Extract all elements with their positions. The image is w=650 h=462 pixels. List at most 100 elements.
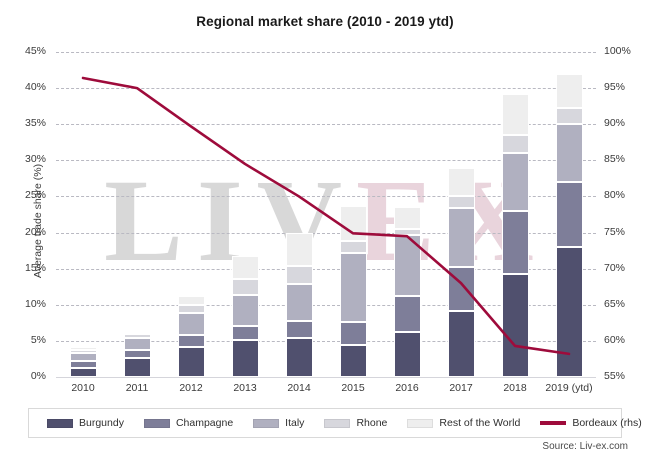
bar-stack[interactable] bbox=[339, 205, 367, 377]
legend-item-bordeaux-rhs[interactable]: Bordeaux (rhs) bbox=[540, 417, 642, 429]
legend-item-rest-of-the-world[interactable]: Rest of the World bbox=[407, 417, 520, 429]
bar-segment-rhone[interactable] bbox=[555, 107, 583, 125]
legend-label: Bordeaux (rhs) bbox=[572, 417, 642, 429]
bar-stack[interactable] bbox=[69, 347, 97, 377]
x-axis-tick-label: 2016 bbox=[395, 382, 419, 394]
gridline bbox=[56, 304, 596, 306]
y-axis-left-tick-label: 10% bbox=[24, 297, 46, 310]
bar-segment-italy[interactable] bbox=[339, 252, 367, 323]
bordeaux-line-series bbox=[81, 76, 571, 356]
gridline bbox=[56, 52, 596, 53]
bar-stack[interactable] bbox=[501, 93, 529, 377]
bar-segment-rhone[interactable] bbox=[447, 196, 475, 208]
x-axis-tick-label: 2018 bbox=[503, 382, 527, 394]
bar-segment-burgundy[interactable] bbox=[285, 338, 313, 377]
bar-segment-rest-of-the-world[interactable] bbox=[447, 168, 475, 197]
chart-title: Regional market share (2010 - 2019 ytd) bbox=[196, 14, 454, 29]
gridline bbox=[56, 340, 596, 342]
gridline bbox=[56, 124, 596, 126]
bar-segment-italy[interactable] bbox=[555, 124, 583, 182]
bar-segment-italy[interactable] bbox=[285, 283, 313, 322]
y-axis-right-tick-label: 90% bbox=[604, 117, 626, 130]
y-axis-left-title: Average trade share (%) bbox=[32, 163, 44, 279]
x-axis-tick-label: 2013 bbox=[233, 382, 257, 394]
y-axis-right-tick-label: 75% bbox=[604, 225, 626, 238]
bar-stack[interactable] bbox=[177, 296, 205, 377]
y-axis-right-tick-label: 95% bbox=[604, 81, 626, 94]
bar-segment-rest-of-the-world[interactable] bbox=[339, 205, 367, 242]
x-axis-tick-label: 2014 bbox=[287, 382, 311, 394]
bar-segment-champagne[interactable] bbox=[231, 325, 259, 341]
bar-segment-rest-of-the-world[interactable] bbox=[231, 256, 259, 279]
bar-segment-champagne[interactable] bbox=[123, 349, 151, 359]
legend-item-italy[interactable]: Italy bbox=[253, 417, 304, 429]
bar-segment-champagne[interactable] bbox=[393, 296, 421, 333]
x-axis-tick-label: 2011 bbox=[125, 382, 149, 394]
x-axis-tick-label: 2010 bbox=[71, 382, 95, 394]
y-axis-left-tick-label: 40% bbox=[24, 81, 46, 94]
bar-segment-champagne[interactable] bbox=[285, 321, 313, 338]
chart-legend: Burgundy Champagne Italy Rhone Rest of the W… bbox=[28, 408, 642, 438]
y-axis-left-tick-label: 15% bbox=[24, 261, 46, 274]
bar-segment-rhone[interactable] bbox=[177, 304, 205, 314]
bar-segment-rhone[interactable] bbox=[285, 265, 313, 284]
bar-segment-champagne[interactable] bbox=[69, 361, 97, 369]
bar-segment-burgundy[interactable] bbox=[447, 310, 475, 377]
bar-segment-champagne[interactable] bbox=[339, 322, 367, 345]
bar-segment-italy[interactable] bbox=[123, 338, 151, 350]
bar-segment-burgundy[interactable] bbox=[501, 273, 529, 377]
y-axis-left-tick-label: 45% bbox=[24, 45, 46, 57]
y-axis-right-tick-label: 55% bbox=[604, 370, 626, 382]
bar-segment-rhone[interactable] bbox=[339, 241, 367, 253]
bar-segment-champagne[interactable] bbox=[555, 182, 583, 247]
y-axis-right-tick-label: 65% bbox=[604, 297, 626, 310]
legend-label: Italy bbox=[285, 417, 305, 429]
bar-stack[interactable] bbox=[555, 73, 583, 377]
bar-segment-rest-of-the-world[interactable] bbox=[123, 332, 151, 335]
bar-segment-rhone[interactable] bbox=[501, 135, 529, 154]
source-caption: Source: Liv-ex.com bbox=[542, 441, 628, 452]
x-axis-tick-label: 2017 bbox=[449, 382, 473, 394]
bar-segment-burgundy[interactable] bbox=[339, 344, 367, 377]
bar-segment-rest-of-the-world[interactable] bbox=[69, 347, 97, 351]
bar-segment-italy[interactable] bbox=[447, 208, 475, 267]
bar-stack[interactable] bbox=[393, 206, 421, 377]
bar-segment-burgundy[interactable] bbox=[393, 332, 421, 377]
bar-stack[interactable] bbox=[285, 232, 313, 377]
bar-segment-burgundy[interactable] bbox=[123, 358, 151, 377]
bar-segment-burgundy[interactable] bbox=[69, 368, 97, 377]
legend-item-rhone[interactable]: Rhone bbox=[324, 417, 387, 429]
bar-segment-champagne[interactable] bbox=[177, 335, 205, 347]
bar-segment-burgundy[interactable] bbox=[177, 346, 205, 377]
legend-item-burgundy[interactable]: Burgundy bbox=[47, 417, 124, 429]
bar-segment-rhone[interactable] bbox=[123, 334, 151, 338]
x-axis-tick-label: 2012 bbox=[179, 382, 203, 394]
bar-stack[interactable] bbox=[231, 256, 259, 377]
bar-segment-rhone[interactable] bbox=[231, 278, 259, 295]
bar-segment-rest-of-the-world[interactable] bbox=[393, 206, 421, 229]
gridline bbox=[56, 232, 596, 234]
bar-segment-italy[interactable] bbox=[501, 153, 529, 211]
gridline bbox=[56, 160, 596, 162]
bar-segment-italy[interactable] bbox=[177, 313, 205, 336]
bar-segment-champagne[interactable] bbox=[501, 210, 529, 274]
bar-stack[interactable] bbox=[123, 332, 151, 377]
bar-segment-rest-of-the-world[interactable] bbox=[177, 296, 205, 305]
x-axis-tick-label: 2019 (ytd) bbox=[545, 382, 593, 394]
y-axis-left-tick-label: 20% bbox=[24, 225, 46, 238]
gridline bbox=[56, 196, 596, 198]
bordeaux-line-path bbox=[81, 76, 571, 356]
legend-label: Rhone bbox=[356, 417, 388, 429]
bar-segment-rhone[interactable] bbox=[69, 350, 97, 354]
bar-segment-italy[interactable] bbox=[69, 353, 97, 362]
bar-segment-italy[interactable] bbox=[231, 294, 259, 326]
bar-segment-burgundy[interactable] bbox=[555, 247, 583, 377]
axis-baseline bbox=[56, 377, 596, 378]
legend-item-champagne[interactable]: Champagne bbox=[143, 417, 233, 429]
bar-segment-rest-of-the-world[interactable] bbox=[285, 232, 313, 266]
legend-color-swatch bbox=[407, 418, 434, 428]
legend-label: Rest of the World bbox=[439, 417, 521, 429]
bar-segment-rest-of-the-world[interactable] bbox=[501, 93, 529, 136]
bar-segment-burgundy[interactable] bbox=[231, 340, 259, 377]
bar-segment-rest-of-the-world[interactable] bbox=[555, 73, 583, 108]
